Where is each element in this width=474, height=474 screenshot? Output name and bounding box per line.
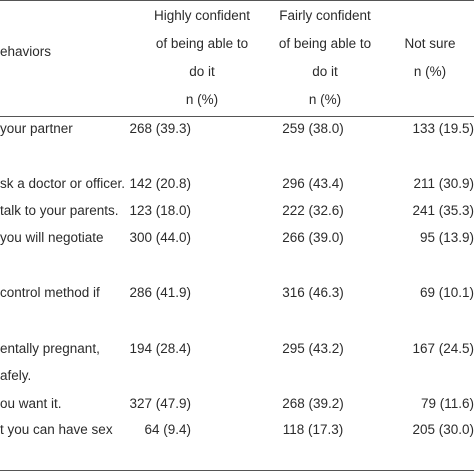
cell-highly: 327 (47.9)	[129, 396, 191, 411]
cell-highly: 268 (39.3)	[129, 121, 191, 136]
row-label-continued: afely.	[0, 368, 32, 383]
cell-highly: 142 (20.8)	[129, 176, 191, 191]
cell-not-sure: 69 (10.1)	[419, 285, 474, 300]
row-label: you will negotiate	[0, 230, 104, 245]
row-label: ou want it.	[0, 396, 62, 411]
cell-fairly: 259 (38.0)	[282, 121, 344, 136]
row-label: talk to your parents.	[0, 203, 119, 218]
row-label: your partner	[0, 121, 73, 136]
header-line: n (%)	[185, 92, 219, 107]
header-line: n (%)	[308, 92, 342, 107]
cell-highly: 286 (41.9)	[129, 285, 191, 300]
header-not-sure: Not sure n (%)	[386, 30, 474, 86]
header-highly-confident: Highly confident of being able to do it …	[140, 2, 264, 114]
top-rule	[0, 0, 474, 1]
cell-fairly: 296 (43.4)	[282, 176, 344, 191]
cell-fairly: 316 (46.3)	[282, 285, 344, 300]
header-line: do it	[189, 64, 215, 79]
cell-highly: 64 (9.4)	[144, 422, 191, 437]
cell-highly: 123 (18.0)	[129, 203, 191, 218]
cell-not-sure: 205 (30.0)	[412, 422, 474, 437]
header-line: Highly confident	[153, 8, 251, 23]
cell-fairly: 266 (39.0)	[282, 230, 344, 245]
row-label: t you can have sex	[0, 422, 113, 437]
cell-not-sure: 79 (11.6)	[420, 396, 474, 411]
header-behaviors: ehaviors	[0, 44, 52, 59]
cell-not-sure: 167 (24.5)	[412, 341, 474, 356]
cell-not-sure: 95 (13.9)	[419, 230, 474, 245]
bottom-rule	[0, 470, 474, 471]
cell-fairly: 222 (32.6)	[282, 203, 344, 218]
cell-fairly: 295 (43.2)	[282, 341, 344, 356]
header-line: of being able to	[155, 36, 249, 51]
cell-not-sure: 241 (35.3)	[412, 203, 474, 218]
header-rule	[0, 116, 474, 117]
header-fairly-confident: Fairly confident of being able to do it …	[264, 2, 386, 114]
header-line: Fairly confident	[279, 8, 371, 23]
row-label: entally pregnant,	[0, 341, 100, 356]
header-line: of being able to	[278, 36, 372, 51]
row-label: sk a doctor or officer.	[0, 176, 126, 191]
header-line: do it	[312, 64, 338, 79]
cell-fairly: 268 (39.2)	[282, 396, 344, 411]
header-line: n (%)	[413, 64, 447, 79]
cell-highly: 300 (44.0)	[129, 230, 191, 245]
header-line: Not sure	[404, 36, 456, 51]
cell-highly: 194 (28.4)	[129, 341, 191, 356]
cell-fairly: 118 (17.3)	[282, 422, 344, 437]
row-label: control method if	[0, 285, 100, 300]
cell-not-sure: 211 (30.9)	[413, 176, 474, 191]
cell-not-sure: 133 (19.5)	[412, 121, 474, 136]
